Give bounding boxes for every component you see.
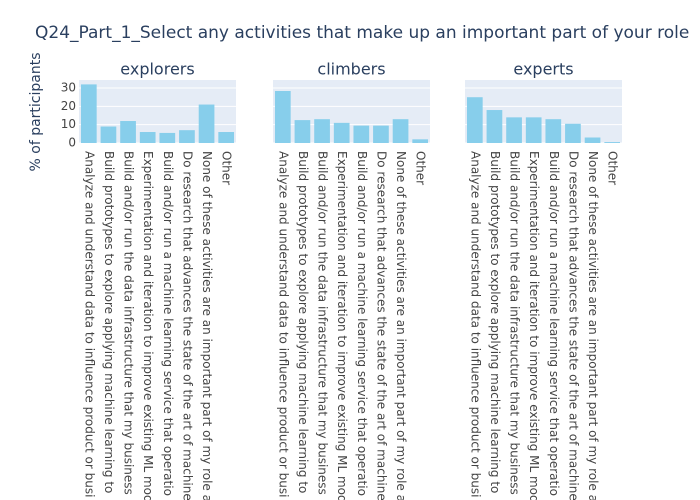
bar — [486, 110, 503, 143]
bar — [506, 117, 522, 143]
x-tick-label: Build and/or run a machine learning serv… — [547, 151, 561, 496]
x-tick-label: Do research that advances the state of t… — [566, 151, 580, 500]
x-tick-label: Build prototypes to explore applying mac… — [102, 151, 116, 493]
bar — [218, 132, 235, 143]
bar — [294, 120, 311, 143]
bar — [584, 137, 601, 143]
x-tick-label: Analyze and understand data to influence… — [468, 151, 482, 497]
x-tick-label: None of these activities are an importan… — [200, 151, 214, 500]
bar — [274, 90, 291, 143]
bar — [198, 104, 215, 143]
bar — [179, 130, 195, 143]
y-tick-label: 20 — [61, 99, 76, 113]
bar — [333, 122, 350, 143]
bar — [159, 132, 176, 143]
subplot-title: explorers — [120, 60, 194, 79]
x-tick-label: None of these activities are an importan… — [394, 151, 408, 500]
x-tick-label: Experimentation and iteration to improve… — [335, 151, 349, 500]
x-tick-label: Other — [220, 151, 234, 185]
bar — [314, 119, 330, 143]
x-tick-label: Other — [414, 151, 428, 185]
y-axis-label: % of participants — [28, 52, 44, 171]
bar — [139, 132, 156, 143]
bar — [565, 123, 581, 143]
bar — [412, 139, 429, 143]
bar — [392, 119, 409, 143]
x-tick-label: Build and/or run a machine learning serv… — [161, 151, 175, 496]
x-tick-label: Build and/or run a machine learning serv… — [355, 151, 369, 496]
bar — [80, 84, 97, 143]
x-tick-label: Analyze and understand data to influence… — [82, 151, 96, 497]
y-tick-label: 0 — [68, 136, 76, 150]
x-tick-label: None of these activities are an importan… — [586, 151, 600, 500]
x-tick-label: Experimentation and iteration to improve… — [527, 151, 541, 500]
subplot-title: climbers — [317, 60, 385, 79]
x-tick-label: Build prototypes to explore applying mac… — [488, 151, 502, 493]
x-tick-label: Build and/or run the data infrastructure… — [316, 151, 330, 495]
x-tick-label: Build and/or run the data infrastructure… — [508, 151, 522, 495]
y-tick-label: 30 — [61, 81, 76, 95]
x-tick-label: Do research that advances the state of t… — [374, 151, 388, 500]
chart-title: Q24_Part_1_Select any activities that ma… — [35, 23, 689, 43]
bar — [353, 125, 370, 143]
x-tick-label: Other — [606, 151, 620, 185]
x-tick-label: Experimentation and iteration to improve… — [141, 151, 155, 500]
bar — [120, 121, 136, 143]
bar — [466, 97, 483, 143]
bar — [525, 117, 542, 143]
bar — [604, 142, 621, 143]
bar — [100, 126, 117, 143]
subplot-title: experts — [513, 60, 573, 79]
x-tick-label: Build prototypes to explore applying mac… — [296, 151, 310, 493]
bar — [545, 119, 562, 143]
x-tick-label: Do research that advances the state of t… — [180, 151, 194, 500]
bar — [373, 125, 389, 143]
y-tick-label: 10 — [61, 117, 76, 131]
x-tick-label: Analyze and understand data to influence… — [276, 151, 290, 497]
x-tick-label: Build and/or run the data infrastructure… — [122, 151, 136, 495]
